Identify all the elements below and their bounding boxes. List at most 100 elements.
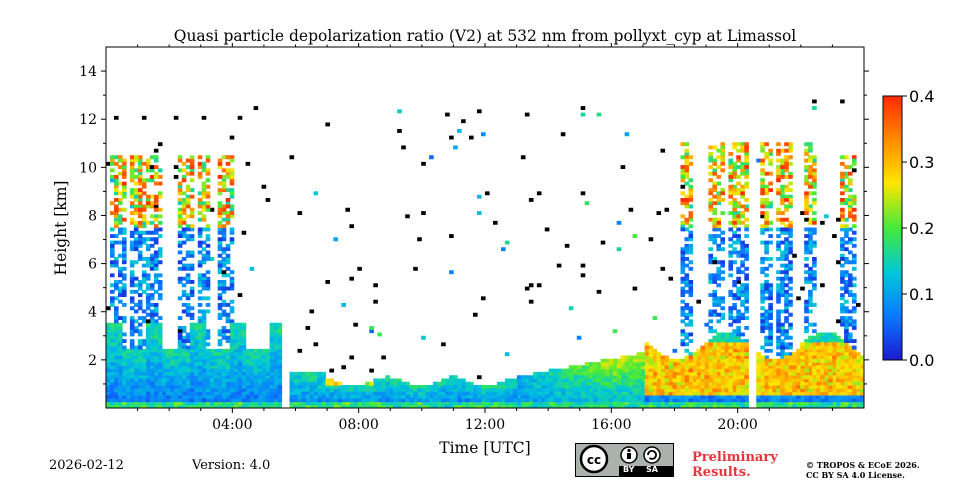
heatmap-cells: [189, 266, 195, 271]
heatmap-cells: [149, 214, 155, 219]
heatmap-cells: [221, 181, 690, 389]
heatmap-cells: [616, 375, 622, 380]
heatmap-cells: [636, 362, 642, 366]
heatmap-cells: [680, 165, 686, 169]
heatmap-cells: [680, 266, 686, 271]
y-tick-label: 14: [79, 64, 97, 80]
heatmap-cells: [149, 312, 155, 317]
heatmap-cells: [149, 247, 793, 288]
heatmap-cells: [229, 362, 235, 366]
heatmap-cells: [780, 184, 785, 189]
colorbar-tick-label: 0.1: [909, 285, 934, 304]
heatmap-cells: [720, 371, 725, 376]
date-label: 2026-02-12: [49, 458, 124, 473]
heatmap-cells: [848, 335, 853, 340]
heatmap-cells: [181, 237, 857, 343]
heatmap-cells: [181, 145, 861, 386]
heatmap-cells: [114, 188, 119, 192]
y-tick-label: 6: [88, 257, 97, 273]
heatmap-cells: [860, 381, 864, 386]
heatmap-cells: [201, 161, 207, 166]
heatmap-cells: [137, 348, 143, 353]
heatmap-cells: [181, 240, 745, 271]
heatmap-cells: [840, 355, 845, 360]
heatmap-cells: [784, 247, 789, 252]
heatmap-cells: [209, 362, 215, 366]
heatmap-cells: [153, 188, 765, 202]
heatmap-cells: [114, 253, 773, 311]
heatmap-cells: [688, 234, 694, 238]
heatmap-cells: [133, 273, 845, 403]
heatmap-cells: [217, 152, 733, 163]
y-axis-label: Height [km]: [52, 181, 70, 276]
heatmap-cells: [660, 365, 666, 370]
heatmap-cells: [122, 171, 127, 176]
heatmap-cells: [632, 362, 638, 366]
heatmap-cells: [648, 362, 654, 366]
heatmap-cells: [185, 198, 853, 406]
sa-icon: [643, 446, 661, 464]
y-tick-label: 12: [79, 112, 97, 128]
heatmap-cells: [181, 175, 690, 209]
heatmap-cells: [197, 161, 749, 169]
heatmap-cells: [784, 260, 793, 288]
heatmap-cells: [620, 355, 626, 360]
heatmap-cells: [556, 381, 562, 386]
heatmap-cells: [137, 158, 861, 380]
heatmap-cells: [716, 220, 721, 225]
heatmap-cells: [201, 152, 725, 189]
heatmap-cells: [305, 404, 311, 408]
heatmap-cells: [122, 175, 745, 373]
heatmap-cells: [692, 391, 698, 396]
heatmap-cells: [592, 378, 598, 383]
colorbar-tick-label: 0.0: [909, 351, 934, 370]
copyright-line-1: © TROPOS & ECoE 2026.: [806, 460, 920, 470]
heatmap-cells: [624, 368, 630, 373]
x-axis-label: Time [UTC]: [439, 439, 530, 457]
y-tick-label: 10: [79, 160, 97, 176]
version-label: Version: 4.0: [192, 458, 271, 473]
heatmap-cells: [149, 175, 845, 202]
heatmap-cells: [784, 365, 789, 370]
heatmap-cells: [493, 404, 498, 408]
heatmap-cells: [680, 175, 686, 179]
x-tick-label: 12:00: [465, 417, 505, 433]
heatmap-cells: [133, 329, 139, 334]
heatmap-cells: [217, 214, 849, 396]
chart-title: Quasi particle depolarization ratio (V2)…: [174, 27, 797, 45]
cc-license-badge[interactable]: cc BY SA: [575, 443, 674, 477]
heatmap-cells: [768, 181, 773, 186]
heatmap-cells: [157, 181, 717, 206]
heatmap-cells: [712, 211, 745, 219]
heatmap-cells: [736, 155, 741, 160]
heatmap-cells: [141, 184, 147, 189]
heatmap-cells: [776, 207, 781, 212]
heatmap-cells: [708, 401, 713, 406]
heatmap-cells: [217, 250, 789, 301]
heatmap-cells: [808, 388, 813, 393]
heatmap-cells: [552, 404, 558, 408]
heatmap-cells: [648, 365, 686, 393]
x-axis: 04:00 08:00 12:00 16:00 20:00: [137, 43, 833, 433]
heatmap-cells: [229, 171, 235, 176]
heatmap-cells: [217, 171, 845, 212]
badge-sa-label: SA: [646, 465, 658, 474]
heatmap-cells: [840, 237, 845, 242]
heatmap-cells: [237, 401, 243, 406]
heatmap-cells: [704, 404, 709, 408]
svg-text:cc: cc: [587, 453, 601, 467]
heatmap-cells: [369, 326, 374, 330]
heatmap-cells: [736, 191, 741, 196]
heatmap-cells: [189, 155, 195, 160]
heatmap-cells: [501, 401, 506, 406]
heatmap-cells: [469, 401, 474, 406]
heatmap-cells: [660, 194, 845, 389]
heatmap-cells: [668, 355, 857, 389]
heatmap-cells: [760, 158, 845, 219]
heatmap-cells: [524, 401, 530, 406]
colorbar-axis: 0.0 0.1 0.2 0.3 0.4: [902, 87, 934, 370]
heatmap-cells: [520, 391, 526, 396]
heatmap-cells: [297, 388, 642, 408]
heatmap-cells: [114, 335, 151, 357]
heatmap-cells: [106, 348, 630, 408]
